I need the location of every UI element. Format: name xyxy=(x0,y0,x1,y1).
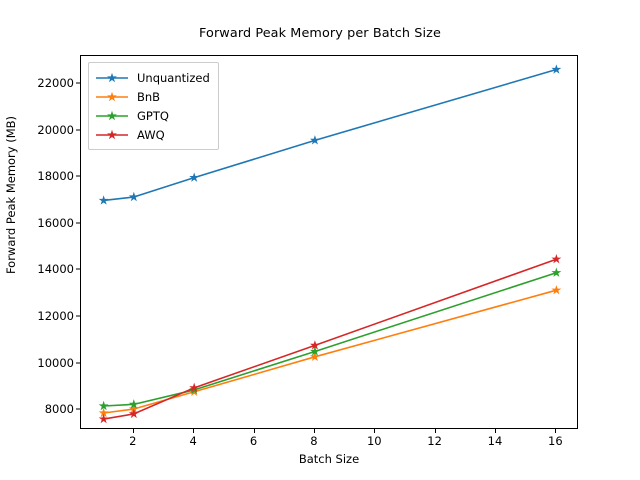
x-tick-label: 12 xyxy=(427,434,442,448)
y-axis-label: Forward Peak Memory (MB) xyxy=(4,115,18,275)
x-tick-mark xyxy=(495,429,496,433)
series-unquantized xyxy=(98,64,562,205)
legend-item-unquantized[interactable]: Unquantized xyxy=(95,68,210,87)
legend-swatch-icon xyxy=(95,71,129,85)
x-tick-mark xyxy=(313,429,315,433)
plot-lines-svg xyxy=(98,64,562,424)
x-tick-mark xyxy=(132,429,134,433)
x-tick-mark xyxy=(253,429,255,433)
data-point-marker xyxy=(98,413,109,424)
data-point-marker xyxy=(128,399,139,409)
series-awq xyxy=(98,254,562,424)
y-tick-mark xyxy=(76,129,80,131)
legend-label: Unquantized xyxy=(137,70,210,85)
y-tick-label: 22000 xyxy=(37,75,74,90)
series-gptq xyxy=(98,267,562,411)
legend-item-awq[interactable]: AWQ xyxy=(95,125,210,144)
y-tick-label: 16000 xyxy=(37,215,74,230)
data-point-marker xyxy=(128,403,139,414)
data-point-marker xyxy=(98,400,109,411)
y-tick-mark xyxy=(76,268,80,270)
data-point-marker xyxy=(98,195,109,205)
x-tick-label: 10 xyxy=(366,434,382,448)
y-tick-mark xyxy=(76,175,80,177)
data-point-marker xyxy=(128,191,139,202)
x-tick-label: 2 xyxy=(129,434,137,448)
data-point-marker xyxy=(309,351,320,362)
data-point-marker xyxy=(309,346,320,356)
y-tick-label: 8000 xyxy=(44,402,74,417)
y-tick-label: 10000 xyxy=(37,355,74,370)
legend-item-bnb[interactable]: BnB xyxy=(95,87,210,106)
data-point-marker xyxy=(128,408,139,419)
data-point-marker xyxy=(309,340,320,350)
x-tick-label: 6 xyxy=(249,434,258,448)
x-tick-label: 8 xyxy=(310,434,318,448)
x-tick-label: 14 xyxy=(487,434,503,448)
data-point-marker xyxy=(551,64,562,74)
data-point-marker xyxy=(551,284,562,295)
legend-item-gptq[interactable]: GPTQ xyxy=(95,106,210,125)
data-point-marker xyxy=(98,407,109,418)
data-point-marker xyxy=(189,172,200,182)
x-tick-mark xyxy=(193,429,195,433)
y-tick-label: 12000 xyxy=(37,308,74,323)
y-tick-label: 14000 xyxy=(37,262,74,277)
legend-label: BnB xyxy=(137,89,161,104)
x-tick-mark xyxy=(434,429,436,433)
legend-swatch-icon xyxy=(95,128,129,142)
chart-legend: Unquantized BnB GPTQ AWQ xyxy=(88,62,219,150)
y-tick-mark xyxy=(76,362,80,364)
legend-label: AWQ xyxy=(137,127,165,142)
series-bnb xyxy=(98,284,562,418)
x-tick-mark xyxy=(374,429,376,433)
y-tick-mark xyxy=(76,315,80,317)
x-tick-mark xyxy=(555,429,557,433)
legend-label: GPTQ xyxy=(137,108,169,123)
x-tick-label: 16 xyxy=(548,434,563,448)
y-tick-mark xyxy=(76,408,80,410)
y-tick-mark xyxy=(76,82,80,84)
legend-swatch-icon xyxy=(95,109,129,123)
data-point-marker xyxy=(309,135,320,145)
data-point-marker xyxy=(551,254,562,264)
data-point-marker xyxy=(189,382,200,393)
x-tick-label: 4 xyxy=(189,434,197,448)
x-axis-label: Batch Size xyxy=(298,452,360,466)
chart-title: Forward Peak Memory per Batch Size xyxy=(199,26,441,41)
y-tick-label: 20000 xyxy=(37,122,74,137)
y-tick-label: 18000 xyxy=(37,169,74,184)
y-tick-mark xyxy=(76,222,80,224)
legend-swatch-icon xyxy=(95,90,129,104)
data-point-marker xyxy=(551,267,562,277)
